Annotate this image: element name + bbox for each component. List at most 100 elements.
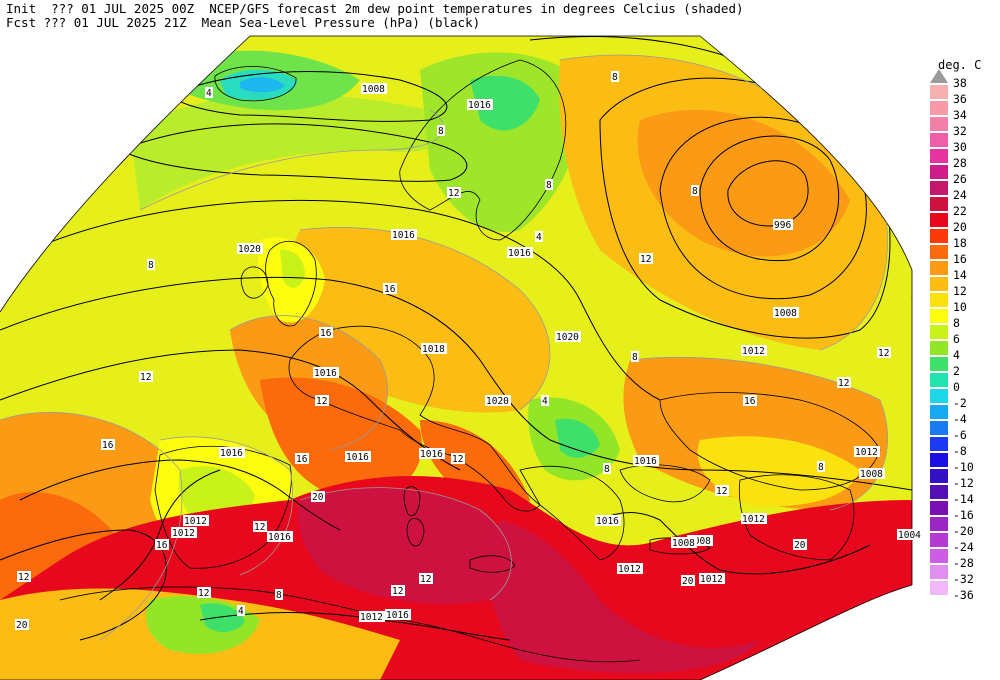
colorbar-label: -14 [953, 492, 974, 506]
dewpoint-label-box [197, 587, 211, 598]
colorbar-swatch [930, 149, 948, 163]
isobar-label: 1020 [486, 396, 509, 407]
colorbar-swatch [930, 165, 948, 179]
colorbar-label: 34 [953, 108, 967, 122]
isobar-label: 1016 [220, 448, 243, 459]
isobar-label: 1016 [392, 230, 415, 241]
dewpoint-label-box [877, 347, 891, 358]
dewpoint-label: 4 [238, 606, 244, 617]
colorbar-swatch [930, 517, 948, 531]
isobar-label-box [741, 345, 767, 356]
isobar-label-box [671, 537, 697, 548]
colorbar-label: 26 [953, 172, 967, 186]
colorbar-label: 4 [953, 348, 960, 362]
dewpoint-label: 12 [448, 188, 459, 199]
isobar-label: 1008 [688, 536, 711, 547]
isobar-label-box [595, 515, 621, 526]
colorbar-swatch [930, 309, 948, 323]
dewpoint-label-box [147, 259, 155, 270]
dewpoint-label-box [311, 491, 325, 502]
dewpoint-label: 8 [632, 352, 638, 363]
colorbar-swatch [930, 565, 948, 579]
dewpoint-label-box [743, 395, 757, 406]
dewpoint-label-box [541, 395, 549, 406]
isobar-label-box [267, 531, 293, 542]
colorbar-swatch [930, 405, 948, 419]
isobar-label-box [219, 447, 245, 458]
colorbar-label: -6 [953, 428, 967, 442]
dewpoint-label: 12 [420, 574, 431, 585]
dewpoint-label-box [715, 485, 729, 496]
dewpoint-label: 4 [542, 396, 548, 407]
isobar-label-box [385, 609, 411, 620]
isobar-label: 1008 [774, 308, 797, 319]
dewpoint-label: 8 [438, 126, 444, 137]
isobar-label: 1012 [172, 528, 195, 539]
dewpoint-label: 12 [640, 254, 651, 265]
isobar-label: 1012 [618, 564, 641, 575]
colorbar-label: -10 [953, 460, 974, 474]
colorbar-swatch [930, 469, 948, 483]
isobar-label: 1018 [422, 344, 445, 355]
isobar-label-box [699, 573, 725, 584]
isobar-label: 1008 [362, 84, 385, 95]
isobar-label: 1012 [742, 514, 765, 525]
dewpoint-label: 12 [716, 486, 727, 497]
colorbar-label: -8 [953, 444, 967, 458]
colorbar-label: 22 [953, 204, 967, 218]
colorbar-swatch [930, 341, 948, 355]
colorbar-swatch [930, 421, 948, 435]
isobar-label: 1016 [420, 449, 443, 460]
dewpoint-label-box [419, 573, 433, 584]
colorbar-unit: deg. C [938, 58, 982, 72]
dewpoint-label: 16 [156, 540, 168, 551]
map-domain-border [0, 35, 913, 680]
dewpoint-label: 20 [16, 620, 28, 631]
colorbar-swatch [930, 213, 948, 227]
colorbar-label: 10 [953, 300, 967, 314]
dewpoint-label-box [631, 351, 639, 362]
isobar-label-box [345, 451, 371, 462]
colorbar-swatch [930, 325, 948, 339]
colorbar-swatch [930, 117, 948, 131]
dewpoint-label-box [437, 125, 445, 136]
colorbar-label: -12 [953, 476, 974, 490]
dewpoint-label: 8 [692, 186, 698, 197]
dewpoint-label-box [315, 395, 329, 406]
colorbar-label: 12 [953, 284, 967, 298]
dewpoint-label-box [17, 571, 31, 582]
dewpoint-label-box [253, 521, 267, 532]
dewpoint-label-box [139, 371, 153, 382]
isobar-label: 1016 [314, 368, 337, 379]
isobar-label-box [507, 247, 533, 258]
isobar-label: 1012 [855, 447, 878, 458]
isobar-label-box [741, 513, 767, 524]
colorbar-swatch [930, 501, 948, 515]
dewpoint-label: 12 [392, 586, 403, 597]
isobar-label-box [773, 219, 793, 230]
dewpoint-label-box [451, 453, 465, 464]
isobar-label-box [361, 83, 387, 94]
dewpoint-label-box [611, 71, 619, 82]
isobars [0, 36, 912, 641]
colorbar-label: 14 [953, 268, 967, 282]
dewpoint-label: 16 [102, 440, 114, 451]
dewpoint-label: 16 [296, 454, 308, 465]
dewpoint-label: 12 [838, 378, 849, 389]
isobar-label: 1020 [238, 244, 261, 255]
isobar-label: 1016 [268, 532, 291, 543]
dewpoint-label: 20 [682, 576, 694, 587]
dewpoint-label: 4 [536, 232, 542, 243]
dewpoint-label: 12 [140, 372, 151, 383]
colorbar-label: 38 [953, 76, 967, 90]
colorbar-label: -28 [953, 556, 974, 570]
dewpoint-label: 12 [198, 588, 209, 599]
isobar-label: 1016 [468, 100, 491, 111]
dewpoint-label: 20 [312, 492, 324, 503]
isobar-label-box [313, 367, 339, 378]
isobar-label-box [237, 243, 263, 254]
dewpoint-label: 20 [794, 540, 806, 551]
isobar-label-box [773, 307, 799, 318]
dewpoint-label: 16 [320, 328, 332, 339]
